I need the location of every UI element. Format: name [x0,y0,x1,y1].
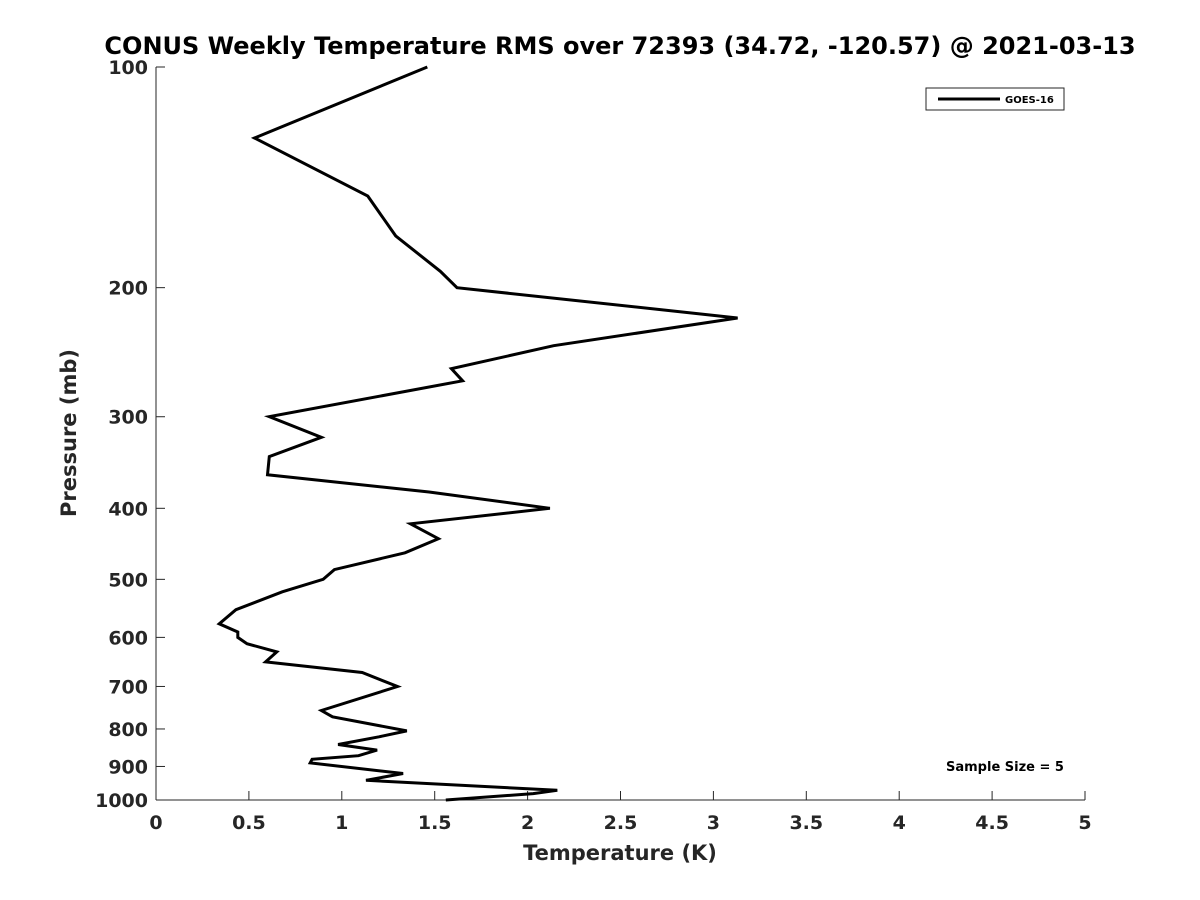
legend-entry-goes-16: GOES-16 [1005,95,1054,106]
series-line-goes-16 [216,65,738,802]
x-ticks: 0 0.5 1 1.5 2 2.5 3 3.5 4 4.5 5 [149,791,1092,834]
x-tick-label: 0.5 [232,812,266,834]
y-tick-label: 400 [108,498,148,520]
y-tick-label: 100 [108,57,148,79]
x-tick-label: 5 [1078,812,1091,834]
y-tick-label: 900 [108,756,148,778]
sample-size-annotation: Sample Size = 5 [946,760,1064,775]
y-tick-label: 600 [108,627,148,649]
x-tick-label: 2 [521,812,534,834]
y-tick-label: 1000 [95,790,148,812]
plot-area [156,67,1085,800]
legend: GOES-16 [925,87,1065,111]
chart-title: CONUS Weekly Temperature RMS over 72393 … [104,32,1135,60]
x-tick-label: 3.5 [789,812,823,834]
y-tick-label: 200 [108,278,148,300]
x-tick-label: 2.5 [604,812,638,834]
x-axis-label: Temperature (K) [523,841,717,865]
y-ticks: 100 200 300 400 500 600 700 800 900 1000 [95,57,165,812]
x-tick-label: 1.5 [418,812,452,834]
y-axis-label: Pressure (mb) [57,349,81,517]
y-tick-label: 500 [108,569,148,591]
x-tick-label: 4.5 [975,812,1009,834]
x-tick-label: 4 [893,812,906,834]
x-tick-label: 3 [707,812,720,834]
y-tick-label: 700 [108,676,148,698]
y-tick-label: 800 [108,719,148,741]
y-tick-label: 300 [108,407,148,429]
x-tick-label: 0 [149,812,162,834]
x-tick-label: 1 [335,812,348,834]
